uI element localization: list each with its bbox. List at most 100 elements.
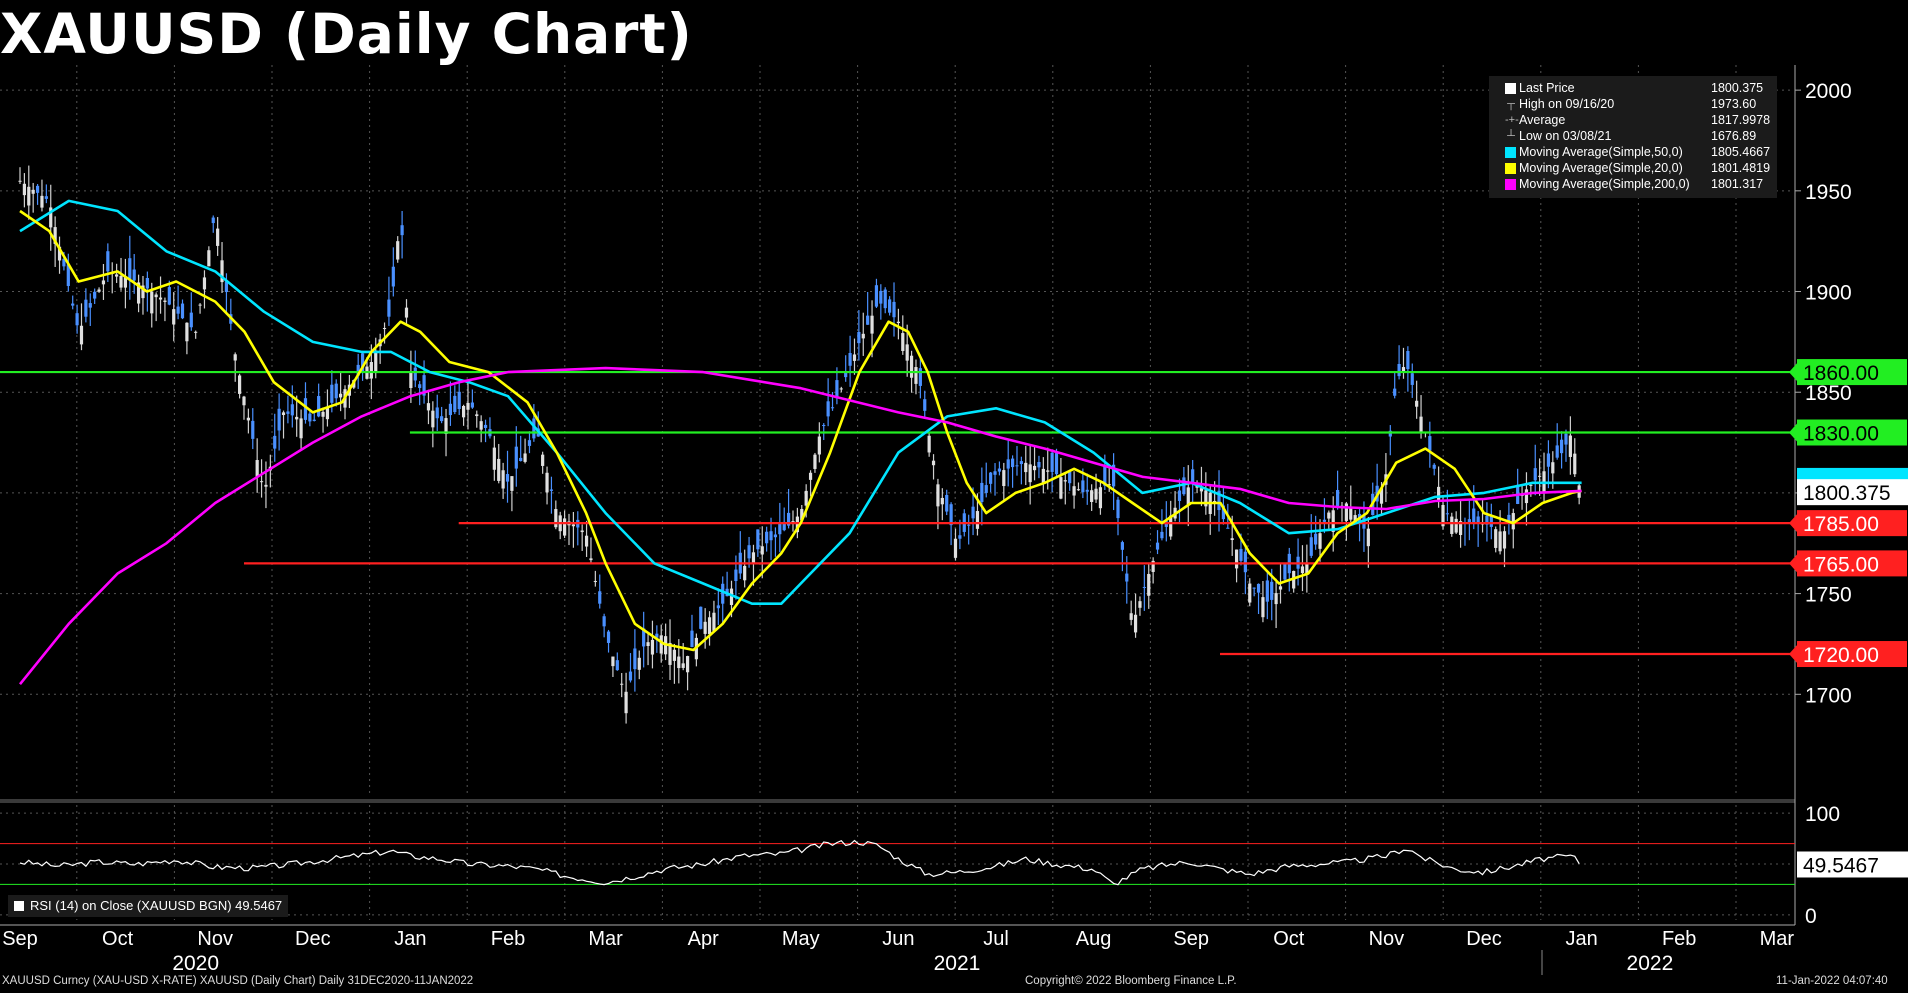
candle-body [440,416,444,422]
candle-body [778,523,782,535]
legend-row: Last Price 1800.375 [1489,80,1777,96]
legend-label: Average [1519,113,1566,127]
legend-label: Moving Average(Simple,50,0) [1519,145,1683,159]
candle-body [1379,487,1384,504]
candle-body [299,418,303,439]
candle-body [1450,516,1454,534]
candle-body [286,411,290,414]
candle-body [1054,453,1059,475]
candle-body [984,485,988,493]
candle-body [646,642,650,646]
candle-body [281,412,286,416]
candle-body [71,303,75,306]
legend-value: 1973.60 [1711,97,1757,111]
candle-body [128,258,132,279]
legend-value: 1817.9978 [1711,113,1771,127]
x-tick-label-month: Oct [1273,928,1305,950]
candle-body [22,183,26,196]
candle-body [88,303,92,308]
candle-body [132,269,136,281]
panel-divider [0,799,1795,803]
candle-body [835,380,839,399]
footer-timestamp: 11-Jan-2022 04:07:40 [1776,975,1888,987]
candle-body [580,530,584,533]
legend-swatch: ┴ [1507,130,1515,142]
legend-row: ┬ High on 09/16/20 1973.60 [1489,96,1777,112]
candle-body [382,328,387,330]
candle-body [1344,503,1348,521]
candle-body [93,291,97,299]
candle-body [1305,564,1309,575]
candle-body [563,518,567,536]
candle-body [62,258,66,267]
candle-body [115,274,119,277]
candle-body [1019,461,1023,465]
candle-body [1243,551,1247,573]
candle-body [1445,513,1449,515]
candle-body [1063,480,1067,482]
candle-body [1489,515,1493,527]
candle-body [1555,445,1559,458]
candle-body [541,454,545,466]
candle-body [202,277,207,290]
candle-body [975,511,980,529]
candle-body [339,393,343,398]
x-tick-label-month: Aug [1076,928,1112,950]
y-tick-label: 1700 [1805,684,1852,707]
level-tag-arrow [1789,553,1798,574]
candle-body [1252,587,1256,589]
candle-body [773,534,778,538]
candle-body [953,538,958,558]
level-tag-label: 1720.00 [1803,644,1879,667]
candle-body [637,657,641,670]
candle-body [857,331,861,344]
candle-body [1393,388,1397,396]
candle-body [264,484,268,487]
candle-body [743,565,747,581]
candle-body [1213,500,1217,502]
legend-row: Moving Average(Simple,50,0) 1805.4667 [1489,144,1777,160]
candle-body [1169,515,1173,537]
candle-body [374,350,378,372]
candle-body [712,612,716,631]
candle-body [782,521,786,531]
candle-body [747,545,751,559]
candle-body [888,299,892,313]
candle-body [1155,542,1160,550]
legend-row: ┴ Low on 03/08/21 1676.89 [1489,128,1777,144]
candle-body [703,621,707,634]
candle-body [479,421,483,430]
candle-body [1050,452,1054,472]
candle-body [1072,486,1076,496]
candle-body [501,470,505,489]
candle-body [1147,573,1151,596]
rsi-legend-label: RSI (14) on Close (XAUUSD BGN) 49.5467 [30,898,283,913]
candle-body [426,403,431,411]
candle-body [224,281,229,293]
candle-body [936,484,940,507]
candle-body [808,472,813,480]
candle-body [1415,400,1419,407]
candle-body [989,472,993,484]
candle-body [277,408,281,431]
candle-body [198,304,202,306]
legend-swatch: ┬ [1507,98,1515,110]
candle-body [1349,508,1353,520]
candle-body [527,440,532,446]
candle-body [1524,489,1529,504]
level-tag-label: 1765.00 [1803,553,1879,576]
y-tick-label: 2000 [1805,80,1852,103]
candle-body [1177,490,1182,501]
x-tick-label-month: May [782,928,820,950]
candle-body [729,588,734,605]
x-tick-label-year: 2021 [934,952,981,975]
candle-body [690,630,694,647]
rsi-tick-label: 0 [1805,905,1817,928]
candle-body [220,260,224,283]
candle-body [150,291,154,314]
candle-body [422,375,426,396]
candle-body [176,306,180,314]
candle-body [830,407,835,409]
candle-body [1186,487,1190,505]
candle-body [1094,488,1098,500]
